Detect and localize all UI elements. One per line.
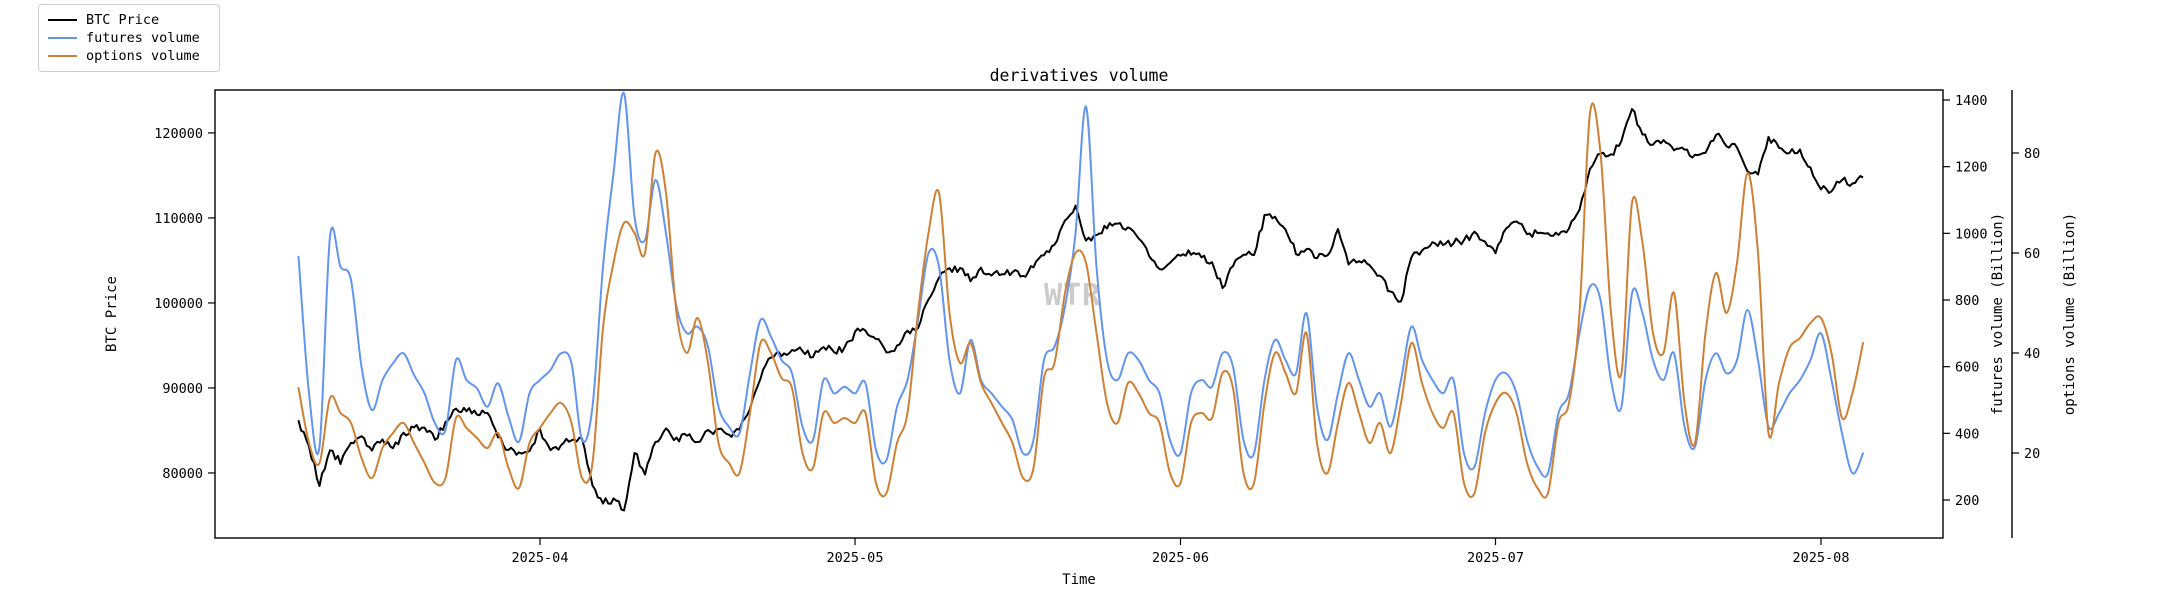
futures-tick-label: 200 bbox=[1955, 493, 1979, 509]
futures-volume-line-swatch bbox=[48, 37, 77, 39]
x-tick-label: 2025-07 bbox=[1467, 550, 1524, 566]
legend-item-options-volume: options volume bbox=[48, 47, 209, 65]
x-tick-label: 2025-06 bbox=[1152, 550, 1209, 566]
btc-tick-label: 120000 bbox=[154, 126, 203, 142]
btc-tick-label: 110000 bbox=[154, 211, 203, 227]
options-axis-title: options volume (Billion) bbox=[2062, 213, 2078, 415]
x-tick-label: 2025-04 bbox=[512, 550, 569, 566]
x-axis-title: Time bbox=[1062, 572, 1096, 588]
x-tick-label: 2025-08 bbox=[1793, 550, 1850, 566]
btc-tick-label: 100000 bbox=[154, 296, 203, 312]
legend: BTC Price futures volume options volume bbox=[38, 4, 220, 72]
legend-label: futures volume bbox=[86, 30, 200, 46]
options-tick-label: 80 bbox=[2024, 146, 2040, 162]
futures-tick-label: 600 bbox=[1955, 360, 1979, 376]
options-tick-label: 40 bbox=[2024, 346, 2040, 362]
btc-axis-title: BTC Price bbox=[104, 276, 120, 352]
futures-tick-label: 1400 bbox=[1955, 93, 1988, 109]
futures-tick-label: 800 bbox=[1955, 293, 1979, 309]
legend-item-futures-volume: futures volume bbox=[48, 29, 209, 47]
futures-axis-title: futures volume (Billion) bbox=[1990, 213, 2006, 415]
options-volume-line-swatch bbox=[48, 55, 77, 57]
futures-tick-label: 1000 bbox=[1955, 226, 1988, 242]
chart-title: derivatives volume bbox=[989, 66, 1169, 85]
btc-tick-label: 90000 bbox=[162, 381, 203, 397]
options-tick-label: 20 bbox=[2024, 446, 2040, 462]
options-tick-label: 60 bbox=[2024, 246, 2040, 262]
legend-label: options volume bbox=[86, 48, 200, 64]
x-tick-label: 2025-05 bbox=[827, 550, 884, 566]
legend-label: BTC Price bbox=[86, 12, 160, 28]
btc-price-line bbox=[297, 108, 1864, 512]
futures-tick-label: 1200 bbox=[1955, 160, 1988, 176]
legend-item-btc-price: BTC Price bbox=[48, 11, 209, 29]
options-volume-line bbox=[297, 102, 1864, 499]
btc-price-line-swatch bbox=[48, 19, 77, 21]
futures-tick-label: 400 bbox=[1955, 426, 1979, 442]
futures-volume-line bbox=[297, 92, 1864, 478]
btc-tick-label: 80000 bbox=[162, 466, 203, 482]
plot-border bbox=[214, 89, 1944, 539]
